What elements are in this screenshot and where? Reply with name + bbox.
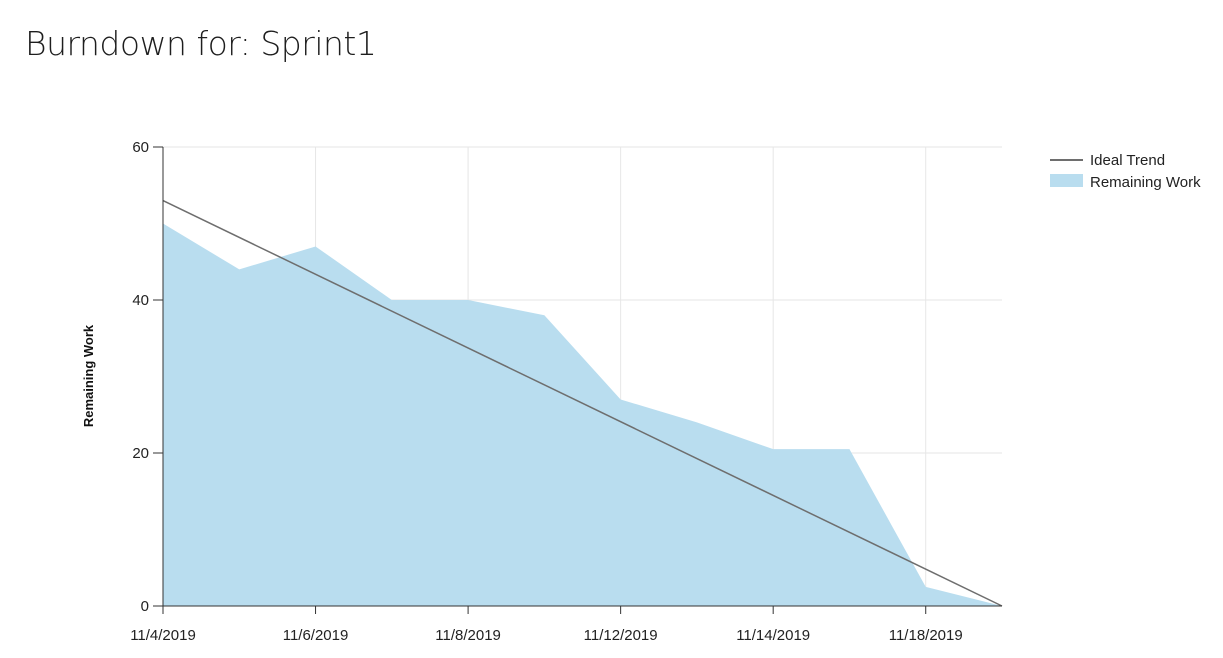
y-tick-label: 0 (141, 598, 149, 615)
ideal-trend-line-layer (162, 199, 1003, 607)
x-tick-label: 11/6/2019 (283, 627, 349, 644)
legend-ideal-trend-label: Ideal Trend (1090, 152, 1165, 169)
y-axis-title: Remaining Work (81, 324, 96, 427)
y-tick-label: 20 (132, 445, 149, 462)
ideal-trend-line (162, 199, 1003, 607)
legend-remaining-work-swatch (1050, 174, 1083, 187)
x-tick-label: 11/12/2019 (584, 627, 658, 644)
y-tick-label: 60 (132, 139, 149, 156)
x-tick-label: 11/18/2019 (889, 627, 963, 644)
page-title: Burndown for: Sprint1 (25, 24, 377, 63)
legend: Ideal Trend Remaining Work (1050, 152, 1201, 191)
x-tick-label: 11/14/2019 (736, 627, 810, 644)
remaining-work-area (163, 223, 1002, 606)
legend-remaining-work-label: Remaining Work (1090, 174, 1201, 191)
axes: 0 20 40 60 11/4/2019 11/6/2019 11/8/2019 11/12/… (130, 139, 1002, 644)
remaining-work-area-layer (163, 223, 1002, 606)
y-tick-label: 40 (132, 292, 149, 309)
x-tick-label: 11/4/2019 (130, 627, 196, 644)
x-tick-label: 11/8/2019 (435, 627, 501, 644)
